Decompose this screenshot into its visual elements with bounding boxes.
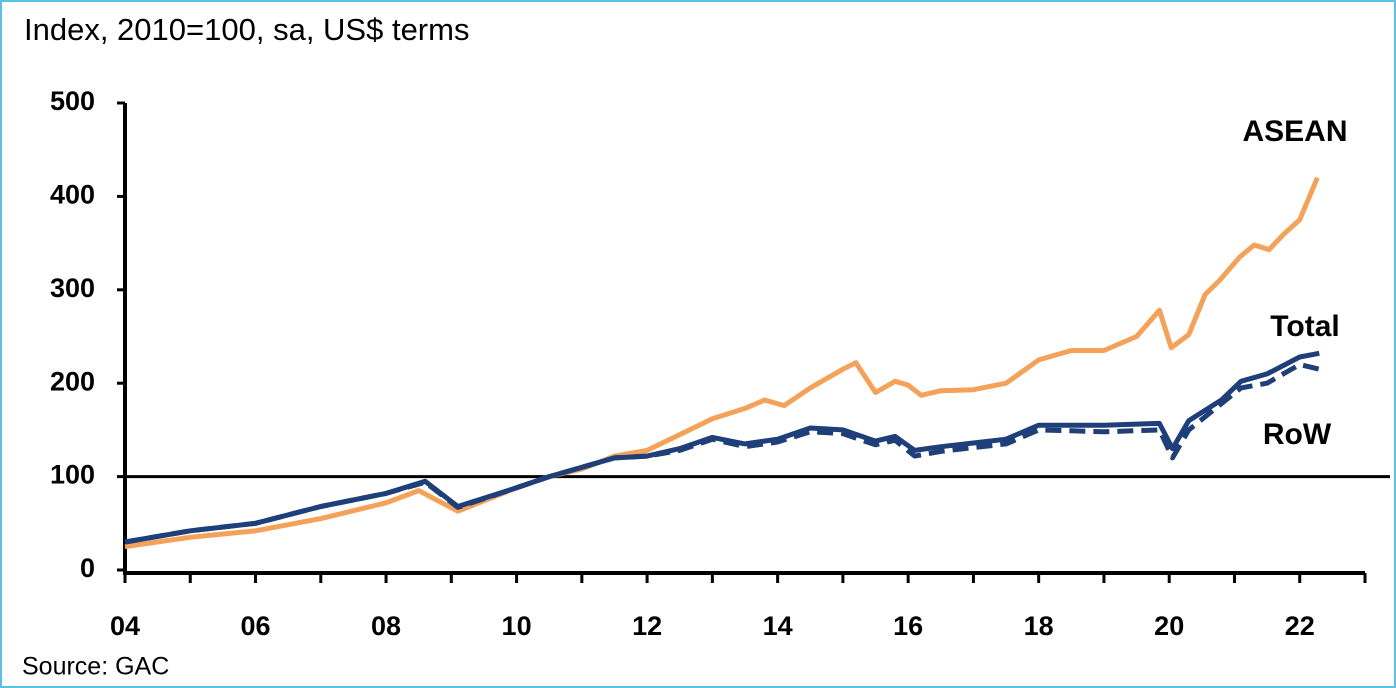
x-tick-label: 06 <box>241 611 271 641</box>
y-tick-label: 100 <box>50 460 95 490</box>
x-tick-label: 04 <box>110 611 140 641</box>
x-tick-label: 10 <box>502 611 532 641</box>
y-tick-label: 0 <box>80 553 95 583</box>
y-tick-label: 500 <box>50 86 95 116</box>
y-tick-label: 200 <box>50 366 95 396</box>
source: Source: GAC <box>22 653 169 681</box>
y-tick-label: 300 <box>50 273 95 303</box>
y-tick-label: 400 <box>50 180 95 210</box>
x-tick-label: 22 <box>1285 611 1315 641</box>
x-tick-label: 12 <box>632 611 662 641</box>
x-tick-label: 16 <box>893 611 923 641</box>
series-line <box>124 350 1320 545</box>
series-label: Total <box>1270 310 1339 343</box>
series-label: ASEAN <box>1242 115 1347 148</box>
x-tick-label: 18 <box>1024 611 1054 641</box>
chart-title: Index, 2010=100, sa, US$ terms <box>24 12 469 47</box>
x-tick-label: 08 <box>371 611 401 641</box>
x-tick-label: 14 <box>763 611 793 641</box>
series-label: RoW <box>1263 418 1332 451</box>
x-tick-label: 20 <box>1154 611 1184 641</box>
series-line <box>124 362 1320 545</box>
